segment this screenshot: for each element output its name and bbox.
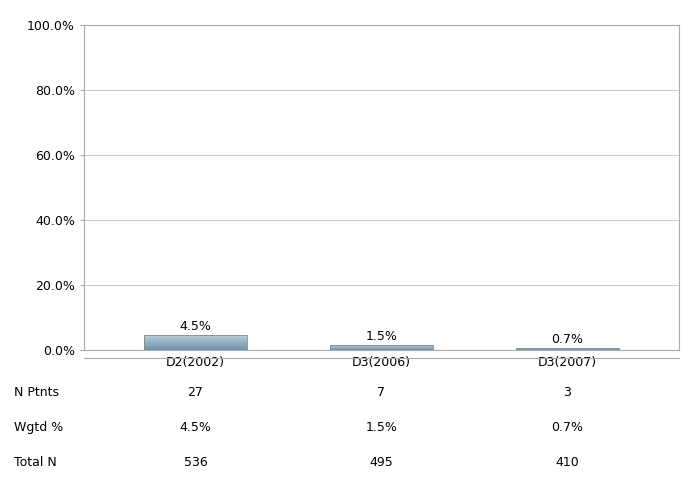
Text: 0.7%: 0.7% [552,421,583,434]
Text: 27: 27 [188,386,204,399]
Text: N Ptnts: N Ptnts [14,386,59,399]
Bar [517,348,619,350]
Text: 410: 410 [556,456,580,469]
Text: 4.5%: 4.5% [180,320,211,334]
Text: 495: 495 [370,456,393,469]
Text: 1.5%: 1.5% [365,330,398,343]
Text: 1.5%: 1.5% [365,421,398,434]
Text: 3: 3 [564,386,571,399]
Text: Wgtd %: Wgtd % [14,421,63,434]
Bar [144,336,246,350]
Text: 536: 536 [183,456,207,469]
Text: 4.5%: 4.5% [180,421,211,434]
Text: 7: 7 [377,386,386,399]
Bar [330,345,433,350]
Text: 0.7%: 0.7% [552,333,583,346]
Text: Total N: Total N [14,456,57,469]
